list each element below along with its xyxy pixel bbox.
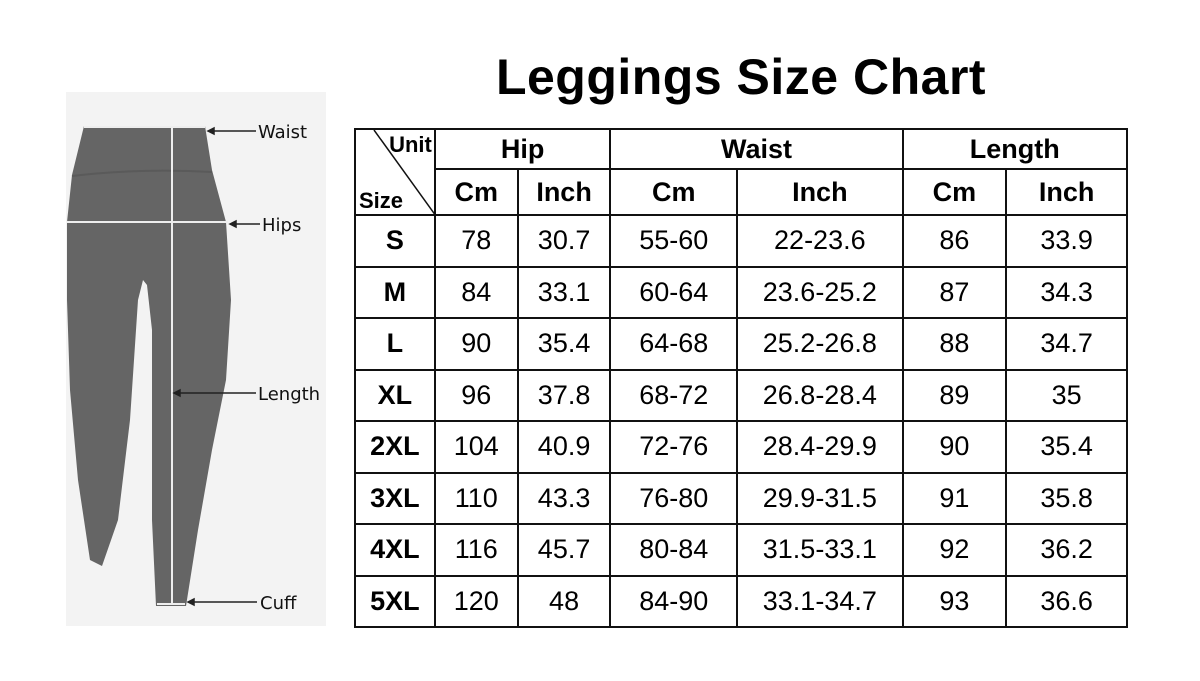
value-cell: 60-64 xyxy=(609,265,739,319)
value-cell: 36.6 xyxy=(1005,574,1128,628)
value-cell: 37.8 xyxy=(516,368,612,422)
value-cell: 93 xyxy=(901,574,1008,628)
corner-unit-label: Unit xyxy=(389,132,432,157)
value-cell: 40.9 xyxy=(516,420,612,474)
value-cell: 30.7 xyxy=(516,214,612,268)
table-row: L 90 35.4 64-68 25.2-26.8 88 34.7 xyxy=(354,317,1128,371)
value-cell: 110 xyxy=(433,471,519,525)
value-cell: 34.7 xyxy=(1005,317,1128,371)
value-cell: 104 xyxy=(433,420,519,474)
value-cell: 31.5-33.1 xyxy=(736,523,904,577)
value-cell: 96 xyxy=(433,368,519,422)
label-cuff: Cuff xyxy=(260,593,297,614)
value-cell: 88 xyxy=(901,317,1008,371)
size-cell: 5XL xyxy=(354,574,436,628)
value-cell: 33.9 xyxy=(1005,214,1128,268)
value-cell: 84-90 xyxy=(609,574,739,628)
size-cell: 4XL xyxy=(354,523,436,577)
value-cell: 26.8-28.4 xyxy=(736,368,904,422)
size-cell: L xyxy=(354,317,436,371)
value-cell: 48 xyxy=(516,574,612,628)
size-cell: XL xyxy=(354,368,436,422)
group-header-waist: Waist xyxy=(609,128,904,170)
value-cell: 86 xyxy=(901,214,1008,268)
size-cell: 3XL xyxy=(354,471,436,525)
table-row: S 78 30.7 55-60 22-23.6 86 33.9 xyxy=(354,214,1128,268)
size-cell: M xyxy=(354,265,436,319)
value-cell: 22-23.6 xyxy=(736,214,904,268)
value-cell: 76-80 xyxy=(609,471,739,525)
value-cell: 43.3 xyxy=(516,471,612,525)
group-header-length: Length xyxy=(901,128,1129,170)
unit-header: Inch xyxy=(516,168,612,216)
table-row: XL 96 37.8 68-72 26.8-28.4 89 35 xyxy=(354,368,1128,422)
unit-size-corner-header: Unit Size xyxy=(354,128,436,216)
value-cell: 23.6-25.2 xyxy=(736,265,904,319)
value-cell: 68-72 xyxy=(609,368,739,422)
table-row: 4XL 116 45.7 80-84 31.5-33.1 92 36.2 xyxy=(354,523,1128,577)
group-header-hip: Hip xyxy=(433,128,612,170)
value-cell: 35 xyxy=(1005,368,1128,422)
value-cell: 33.1 xyxy=(516,265,612,319)
value-cell: 91 xyxy=(901,471,1008,525)
value-cell: 72-76 xyxy=(609,420,739,474)
label-hips: Hips xyxy=(262,215,301,236)
table-row: M 84 33.1 60-64 23.6-25.2 87 34.3 xyxy=(354,265,1128,319)
value-cell: 35.8 xyxy=(1005,471,1128,525)
value-cell: 90 xyxy=(901,420,1008,474)
leggings-illustration xyxy=(67,126,231,606)
table-row: 5XL 120 48 84-90 33.1-34.7 93 36.6 xyxy=(354,574,1128,628)
table-row: 2XL 104 40.9 72-76 28.4-29.9 90 35.4 xyxy=(354,420,1128,474)
value-cell: 92 xyxy=(901,523,1008,577)
value-cell: 35.4 xyxy=(1005,420,1128,474)
value-cell: 29.9-31.5 xyxy=(736,471,904,525)
value-cell: 80-84 xyxy=(609,523,739,577)
size-table: Unit Size Hip Waist Length Cm Inch Cm In… xyxy=(354,128,1129,628)
leggings-measurement-diagram: Waist Hips Length Cuff xyxy=(66,92,326,626)
size-cell: 2XL xyxy=(354,420,436,474)
label-waist: Waist xyxy=(258,122,307,143)
unit-header: Inch xyxy=(1005,168,1128,216)
unit-header: Cm xyxy=(433,168,519,216)
value-cell: 55-60 xyxy=(609,214,739,268)
value-cell: 36.2 xyxy=(1005,523,1128,577)
size-cell: S xyxy=(354,214,436,268)
value-cell: 64-68 xyxy=(609,317,739,371)
value-cell: 90 xyxy=(433,317,519,371)
value-cell: 33.1-34.7 xyxy=(736,574,904,628)
unit-header: Inch xyxy=(736,168,904,216)
value-cell: 34.3 xyxy=(1005,265,1128,319)
size-table-body: S 78 30.7 55-60 22-23.6 86 33.9 M 84 33.1 60-64 23.… xyxy=(354,214,1128,628)
table-row: 3XL 110 43.3 76-80 29.9-31.5 91 35.8 xyxy=(354,471,1128,525)
page-title: Leggings Size Chart xyxy=(495,49,987,105)
value-cell: 28.4-29.9 xyxy=(736,420,904,474)
unit-header: Cm xyxy=(609,168,739,216)
value-cell: 89 xyxy=(901,368,1008,422)
value-cell: 120 xyxy=(433,574,519,628)
value-cell: 87 xyxy=(901,265,1008,319)
value-cell: 25.2-26.8 xyxy=(736,317,904,371)
value-cell: 116 xyxy=(433,523,519,577)
label-length: Length xyxy=(258,384,320,405)
value-cell: 45.7 xyxy=(516,523,612,577)
value-cell: 78 xyxy=(433,214,519,268)
unit-header: Cm xyxy=(901,168,1008,216)
value-cell: 35.4 xyxy=(516,317,612,371)
value-cell: 84 xyxy=(433,265,519,319)
corner-size-label: Size xyxy=(359,188,404,213)
